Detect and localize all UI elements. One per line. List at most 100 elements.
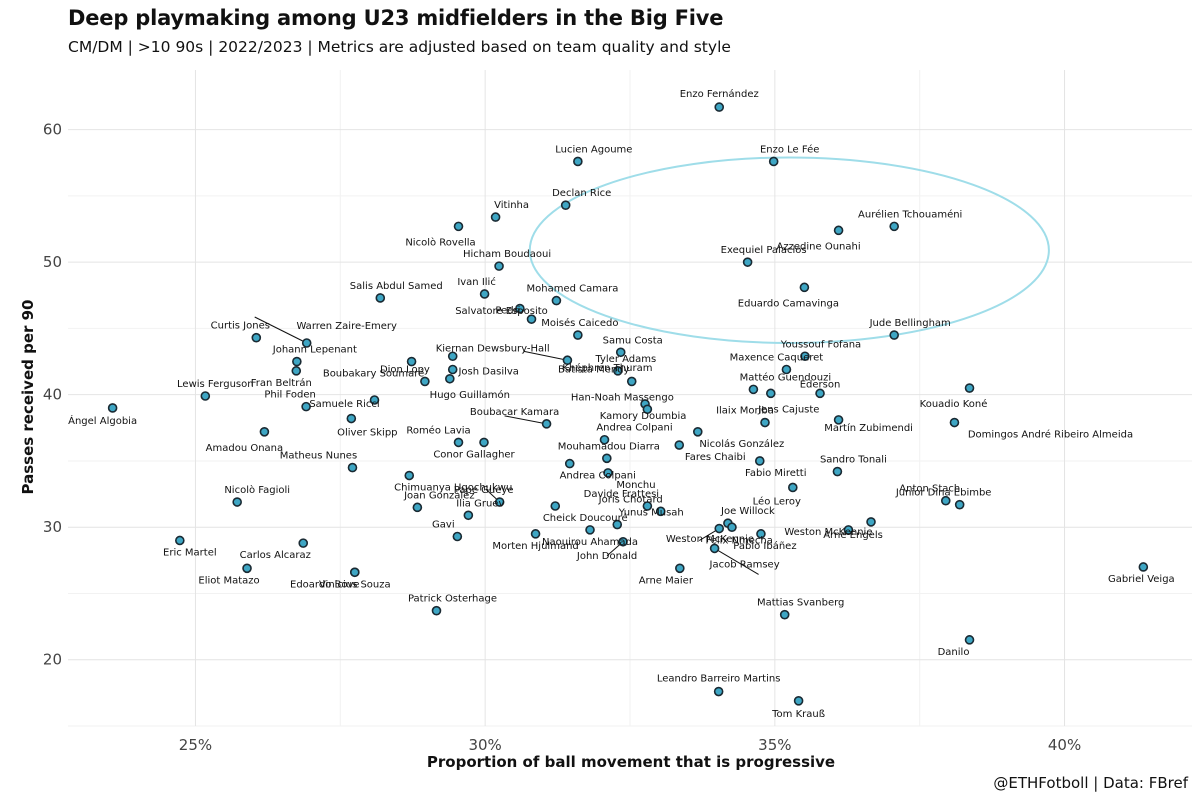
data-point	[889, 221, 899, 232]
point-label: Pape Gueye	[454, 485, 514, 496]
data-point	[675, 563, 685, 574]
point-label: Leandro Barreiro Martins	[657, 674, 781, 685]
point-label: Jens Cajuste	[757, 404, 819, 415]
point-label: Felix Nmecha	[706, 536, 773, 547]
point-label: Roméo Lavia	[406, 424, 470, 436]
point-label: Domingos André Ribeiro Almeida	[968, 429, 1133, 441]
leader-line	[504, 415, 547, 425]
point-label: Vinicius Souza	[319, 579, 391, 590]
y-tick-label: 60	[43, 121, 62, 139]
data-point	[815, 388, 825, 399]
data-point	[404, 470, 415, 481]
chart-title: Deep playmaking among U23 midfielders in…	[68, 6, 724, 30]
data-point	[375, 293, 386, 303]
data-point	[949, 417, 960, 428]
point-label: Davide Frattesi	[584, 489, 659, 500]
point-label: Jude Bellingham	[869, 318, 951, 329]
data-point	[560, 200, 571, 210]
data-point	[760, 417, 770, 428]
point-label: Mattias Svanberg	[757, 598, 844, 609]
data-point	[292, 356, 302, 367]
point-label: Ilaix Moriba	[716, 406, 774, 417]
point-label: Declan Rice	[552, 188, 611, 199]
data-point	[599, 434, 610, 445]
data-point	[453, 437, 464, 448]
point-label: Gavi	[432, 519, 455, 530]
point-label: Moisés Caicedo	[541, 317, 618, 329]
data-point	[615, 347, 626, 358]
data-point	[526, 314, 537, 324]
point-label: Nicolò Rovella	[405, 236, 475, 248]
data-point	[490, 212, 501, 222]
x-axis-ticks: 25% 30% 35% 40%	[179, 736, 1081, 754]
data-point	[618, 536, 628, 547]
point-label: Eduardo Camavinga	[738, 298, 839, 309]
highlight-ellipse	[528, 156, 1050, 345]
point-label: Eliot Matazo	[198, 575, 259, 586]
data-point	[420, 376, 430, 387]
data-point	[551, 295, 562, 306]
data-point	[889, 330, 899, 340]
point-label: Kouadio Koné	[920, 398, 988, 410]
point-label: Ederson	[800, 379, 841, 390]
point-label: Patrick Osterhage	[408, 594, 497, 605]
data-point	[550, 501, 561, 511]
point-label: Cheick Doucouré	[543, 512, 628, 524]
data-point	[940, 495, 951, 506]
point-label: Nicolás González	[699, 438, 784, 450]
credit-line: @ETHFotboll | Data: FBref	[993, 774, 1188, 792]
point-label: Azzedine Ounahi	[777, 241, 861, 252]
point-label: Fabio Miretti	[745, 468, 806, 479]
data-point	[412, 502, 423, 513]
point-label: Josh Dasilva	[457, 367, 518, 378]
data-point	[613, 366, 623, 376]
point-label: Kamory Doumbia	[600, 411, 687, 422]
data-point	[447, 351, 458, 362]
point-label: Sandro Tonali	[820, 455, 887, 466]
point-label: Conor Gallagher	[433, 449, 515, 460]
data-point	[573, 330, 583, 340]
point-label: Aurélien Tchouaméni	[858, 208, 962, 220]
x-tick-label: 25%	[179, 736, 212, 754]
data-point	[655, 506, 666, 517]
point-label: Nicolò Fagioli	[224, 484, 290, 496]
leader-line	[714, 547, 759, 575]
point-label: Eric Martel	[163, 547, 217, 558]
point-label: Samuele Ricci	[309, 399, 379, 410]
leader-line	[254, 316, 307, 344]
data-point	[768, 156, 779, 167]
leader-line	[523, 350, 568, 361]
point-label: Yunus Musah	[618, 508, 684, 519]
point-label: Batista Mendy	[558, 364, 630, 375]
data-point	[479, 289, 490, 299]
data-point	[349, 567, 360, 578]
point-label: Kiernan Dewsbury-Hall	[436, 343, 550, 354]
point-label: Youssouf Fofana	[780, 339, 861, 350]
data-point	[232, 497, 242, 507]
point-label: Han-Noah Massengo	[571, 392, 674, 403]
point-label: Khéphren Thuram	[562, 362, 652, 374]
point-label: Weston McKennie	[666, 534, 754, 545]
y-tick-label: 40	[43, 386, 62, 404]
data-point	[346, 413, 357, 424]
data-point	[200, 391, 211, 401]
point-label: Pedri	[495, 306, 520, 317]
data-point	[642, 404, 653, 415]
point-label: Ilia Gruev	[456, 498, 504, 509]
data-point	[447, 364, 458, 375]
data-point	[530, 529, 541, 539]
data-point	[175, 535, 185, 546]
point-label: Amadou Onana	[206, 443, 284, 454]
data-point	[453, 221, 464, 232]
data-points	[107, 102, 1149, 706]
data-point	[742, 257, 753, 267]
point-label: Andrea Colpani	[560, 471, 636, 482]
point-label: Jacob Ramsey	[709, 559, 780, 570]
point-label: Chimuanya Ugochukwu	[394, 483, 512, 494]
point-label: John Donald	[576, 551, 637, 562]
data-point	[727, 522, 737, 533]
data-point	[964, 383, 975, 393]
data-point	[756, 529, 766, 539]
point-label: Joan Gonzàlez	[403, 489, 474, 501]
